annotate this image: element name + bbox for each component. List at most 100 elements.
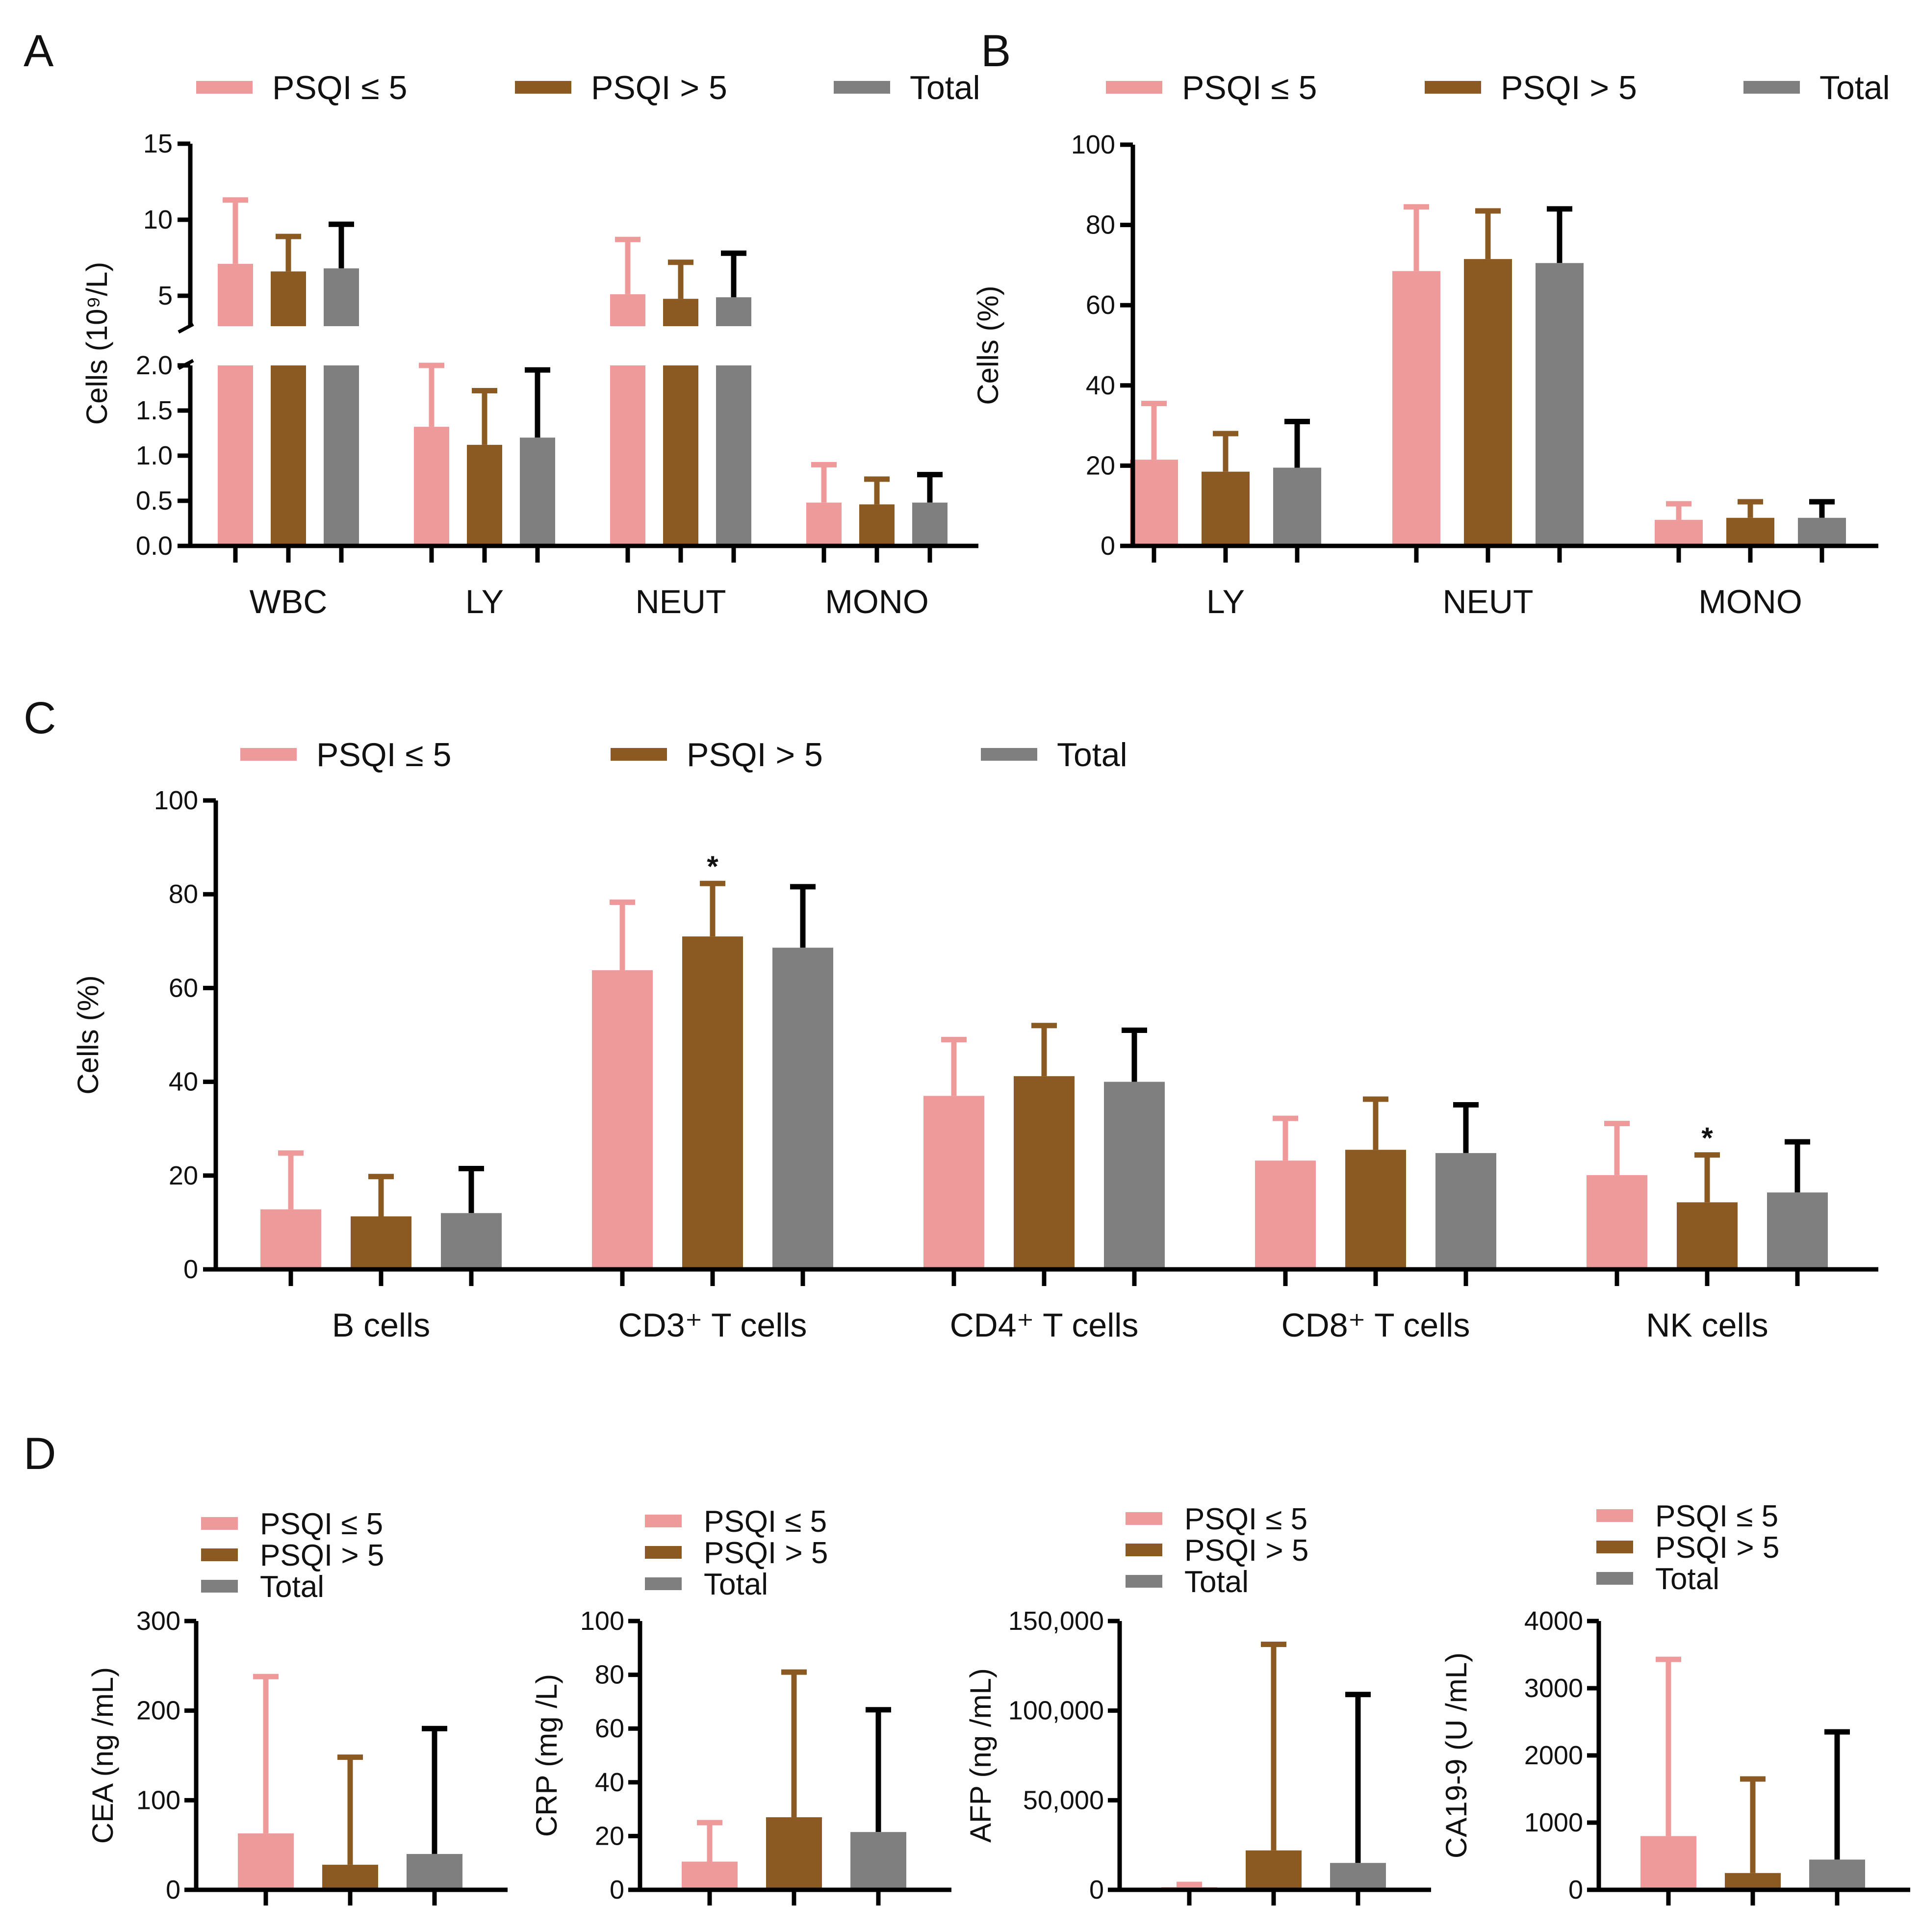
bar-ly-1 (467, 444, 502, 546)
bar-mono-1 (859, 504, 895, 546)
legend-label-2: Total (260, 1570, 324, 1604)
x-label-neut: NEUT (635, 583, 726, 620)
y-tick-label-0: 0 (1101, 531, 1115, 561)
panel-letter-d: D (24, 1429, 56, 1479)
legend: PSQI ≤ 5 PSQI > 5 Total (240, 736, 1127, 773)
legend-label-2: Total (704, 1568, 768, 1601)
bar-total (850, 1832, 906, 1890)
y-axis-label: Cells (%) (972, 285, 1004, 405)
legend-label-0: PSQI ≤ 5 (1655, 1499, 1778, 1533)
bar-cd8-t-cells-1 (1345, 1150, 1406, 1269)
bar-cd3-t-cells-0 (592, 970, 653, 1269)
panel-a: WBC LY NEUT MONO 0.0 0.5 1.0 1.5 2.0 5 10 15 Cells (… (80, 69, 980, 620)
legend-swatch-1 (1425, 81, 1481, 94)
bar-neut-2 (1536, 263, 1584, 546)
y-tick-label-80: 80 (169, 879, 198, 909)
bar-wbc-0-upper (218, 263, 253, 326)
legend-swatch-0 (645, 1515, 682, 1527)
y-tick-label-0: 0 (183, 1255, 198, 1284)
legend-swatch-1 (515, 81, 571, 94)
bar-neut-0-lower (610, 365, 645, 546)
legend-label-2: Total (1057, 736, 1127, 773)
legend-label-0: PSQI ≤ 5 (1182, 69, 1317, 106)
significance-star-0: * (707, 850, 718, 883)
bar-ly-2 (520, 438, 555, 546)
bar-neut-0 (1392, 271, 1440, 546)
legend-swatch-1 (611, 748, 667, 761)
y-tick-label-20: 20 (1086, 451, 1115, 480)
bar-mono-1 (1726, 517, 1774, 546)
legend-label-1: PSQI > 5 (260, 1539, 384, 1572)
panel-letter-c: C (24, 693, 56, 743)
y-tick-label-3000: 3000 (1524, 1674, 1583, 1703)
y-tick-label-2000: 2000 (1524, 1741, 1583, 1770)
legend-swatch-1 (1126, 1544, 1162, 1556)
legend-swatch-2 (1743, 81, 1800, 94)
bar-neut-1 (1464, 259, 1512, 546)
legend-swatch-0 (196, 81, 253, 94)
bar-neut-1-lower (663, 365, 698, 546)
y-tick-label-5: 5 (158, 281, 173, 310)
y-tick-label-1000: 1000 (1524, 1808, 1583, 1837)
bar-psqi-5 (766, 1817, 822, 1890)
y-tick-label-4000: 4000 (1524, 1606, 1583, 1636)
legend-label-1: PSQI > 5 (1655, 1531, 1779, 1565)
legend-label-1: PSQI > 5 (687, 736, 823, 773)
y-tick-label-0: 0 (610, 1875, 624, 1905)
legend-label-0: PSQI ≤ 5 (316, 736, 451, 773)
legend-swatch-1 (1596, 1541, 1633, 1553)
legend-label-2: Total (1819, 69, 1890, 106)
y-tick-label-150-000: 150,000 (1008, 1606, 1104, 1636)
y-axis-label: Cells (%) (72, 975, 104, 1094)
y-tick-label-100: 100 (580, 1606, 624, 1636)
panel-letter-a: A (24, 26, 54, 76)
legend-label-2: Total (1184, 1565, 1249, 1599)
y-tick-label-100: 100 (1071, 130, 1115, 159)
y-axis-label: CA19-9 (U /mL) (1440, 1652, 1473, 1858)
panel-d-ca199: 0 1000 2000 3000 4000 CA19-9 (U /mL) PSQI ≤ 5P… (1440, 1499, 1910, 1906)
bar-psqi-5 (1640, 1836, 1696, 1890)
bar-cd4-t-cells-1 (1014, 1076, 1075, 1269)
legend-label-0: PSQI ≤ 5 (272, 69, 407, 106)
bar-ly-1 (1202, 471, 1250, 546)
bar-wbc-2-upper (324, 268, 359, 326)
legend-swatch-2 (201, 1580, 238, 1593)
y-tick-label-15: 15 (143, 129, 173, 158)
y-tick-label-100: 100 (154, 786, 198, 815)
y-tick-label-0.5: 0.5 (136, 486, 173, 515)
y-tick-label-0: 0 (1568, 1875, 1583, 1905)
panel-d-afp: 0 50,000 100,000 150,000 AFP (ng /mL) PSQI ≤ … (964, 1502, 1431, 1906)
legend-swatch-0 (1126, 1512, 1162, 1525)
x-label-cd4-t-cells: CD4⁺ T cells (950, 1307, 1139, 1344)
legend-swatch-0 (240, 748, 297, 761)
legend-label-0: PSQI ≤ 5 (704, 1505, 827, 1539)
legend-swatch-2 (834, 81, 890, 94)
y-tick-label-0.0: 0.0 (136, 531, 173, 561)
bar-psqi-5 (682, 1861, 738, 1890)
y-tick-label-80: 80 (1086, 210, 1115, 240)
x-label-ly: LY (1206, 583, 1245, 620)
y-tick-label-20: 20 (169, 1161, 198, 1190)
y-tick-label-60: 60 (595, 1714, 624, 1743)
y-axis-label: Cells (10⁹/L) (80, 262, 113, 425)
bar-cd3-t-cells-1 (682, 936, 743, 1269)
bar-nk-cells-0 (1587, 1175, 1647, 1269)
bar-total (1809, 1859, 1865, 1890)
bar-wbc-2-lower (324, 365, 359, 546)
legend-swatch-0 (1106, 81, 1162, 94)
bar-ly-2 (1273, 467, 1321, 546)
bar-neut-1-upper (663, 299, 698, 326)
legend-swatch-2 (1126, 1575, 1162, 1588)
y-tick-label-100: 100 (136, 1785, 180, 1815)
bar-neut-2-lower (716, 365, 751, 546)
panel-letters: A B C D (24, 26, 1011, 1479)
bar-psqi-5 (322, 1864, 378, 1890)
legend-label-1: PSQI > 5 (704, 1536, 828, 1570)
legend-swatch-2 (1596, 1572, 1633, 1585)
legend-label-1: PSQI > 5 (1501, 69, 1637, 106)
y-tick-label-2.0: 2.0 (136, 351, 173, 380)
bar-neut-2-upper (716, 297, 751, 326)
